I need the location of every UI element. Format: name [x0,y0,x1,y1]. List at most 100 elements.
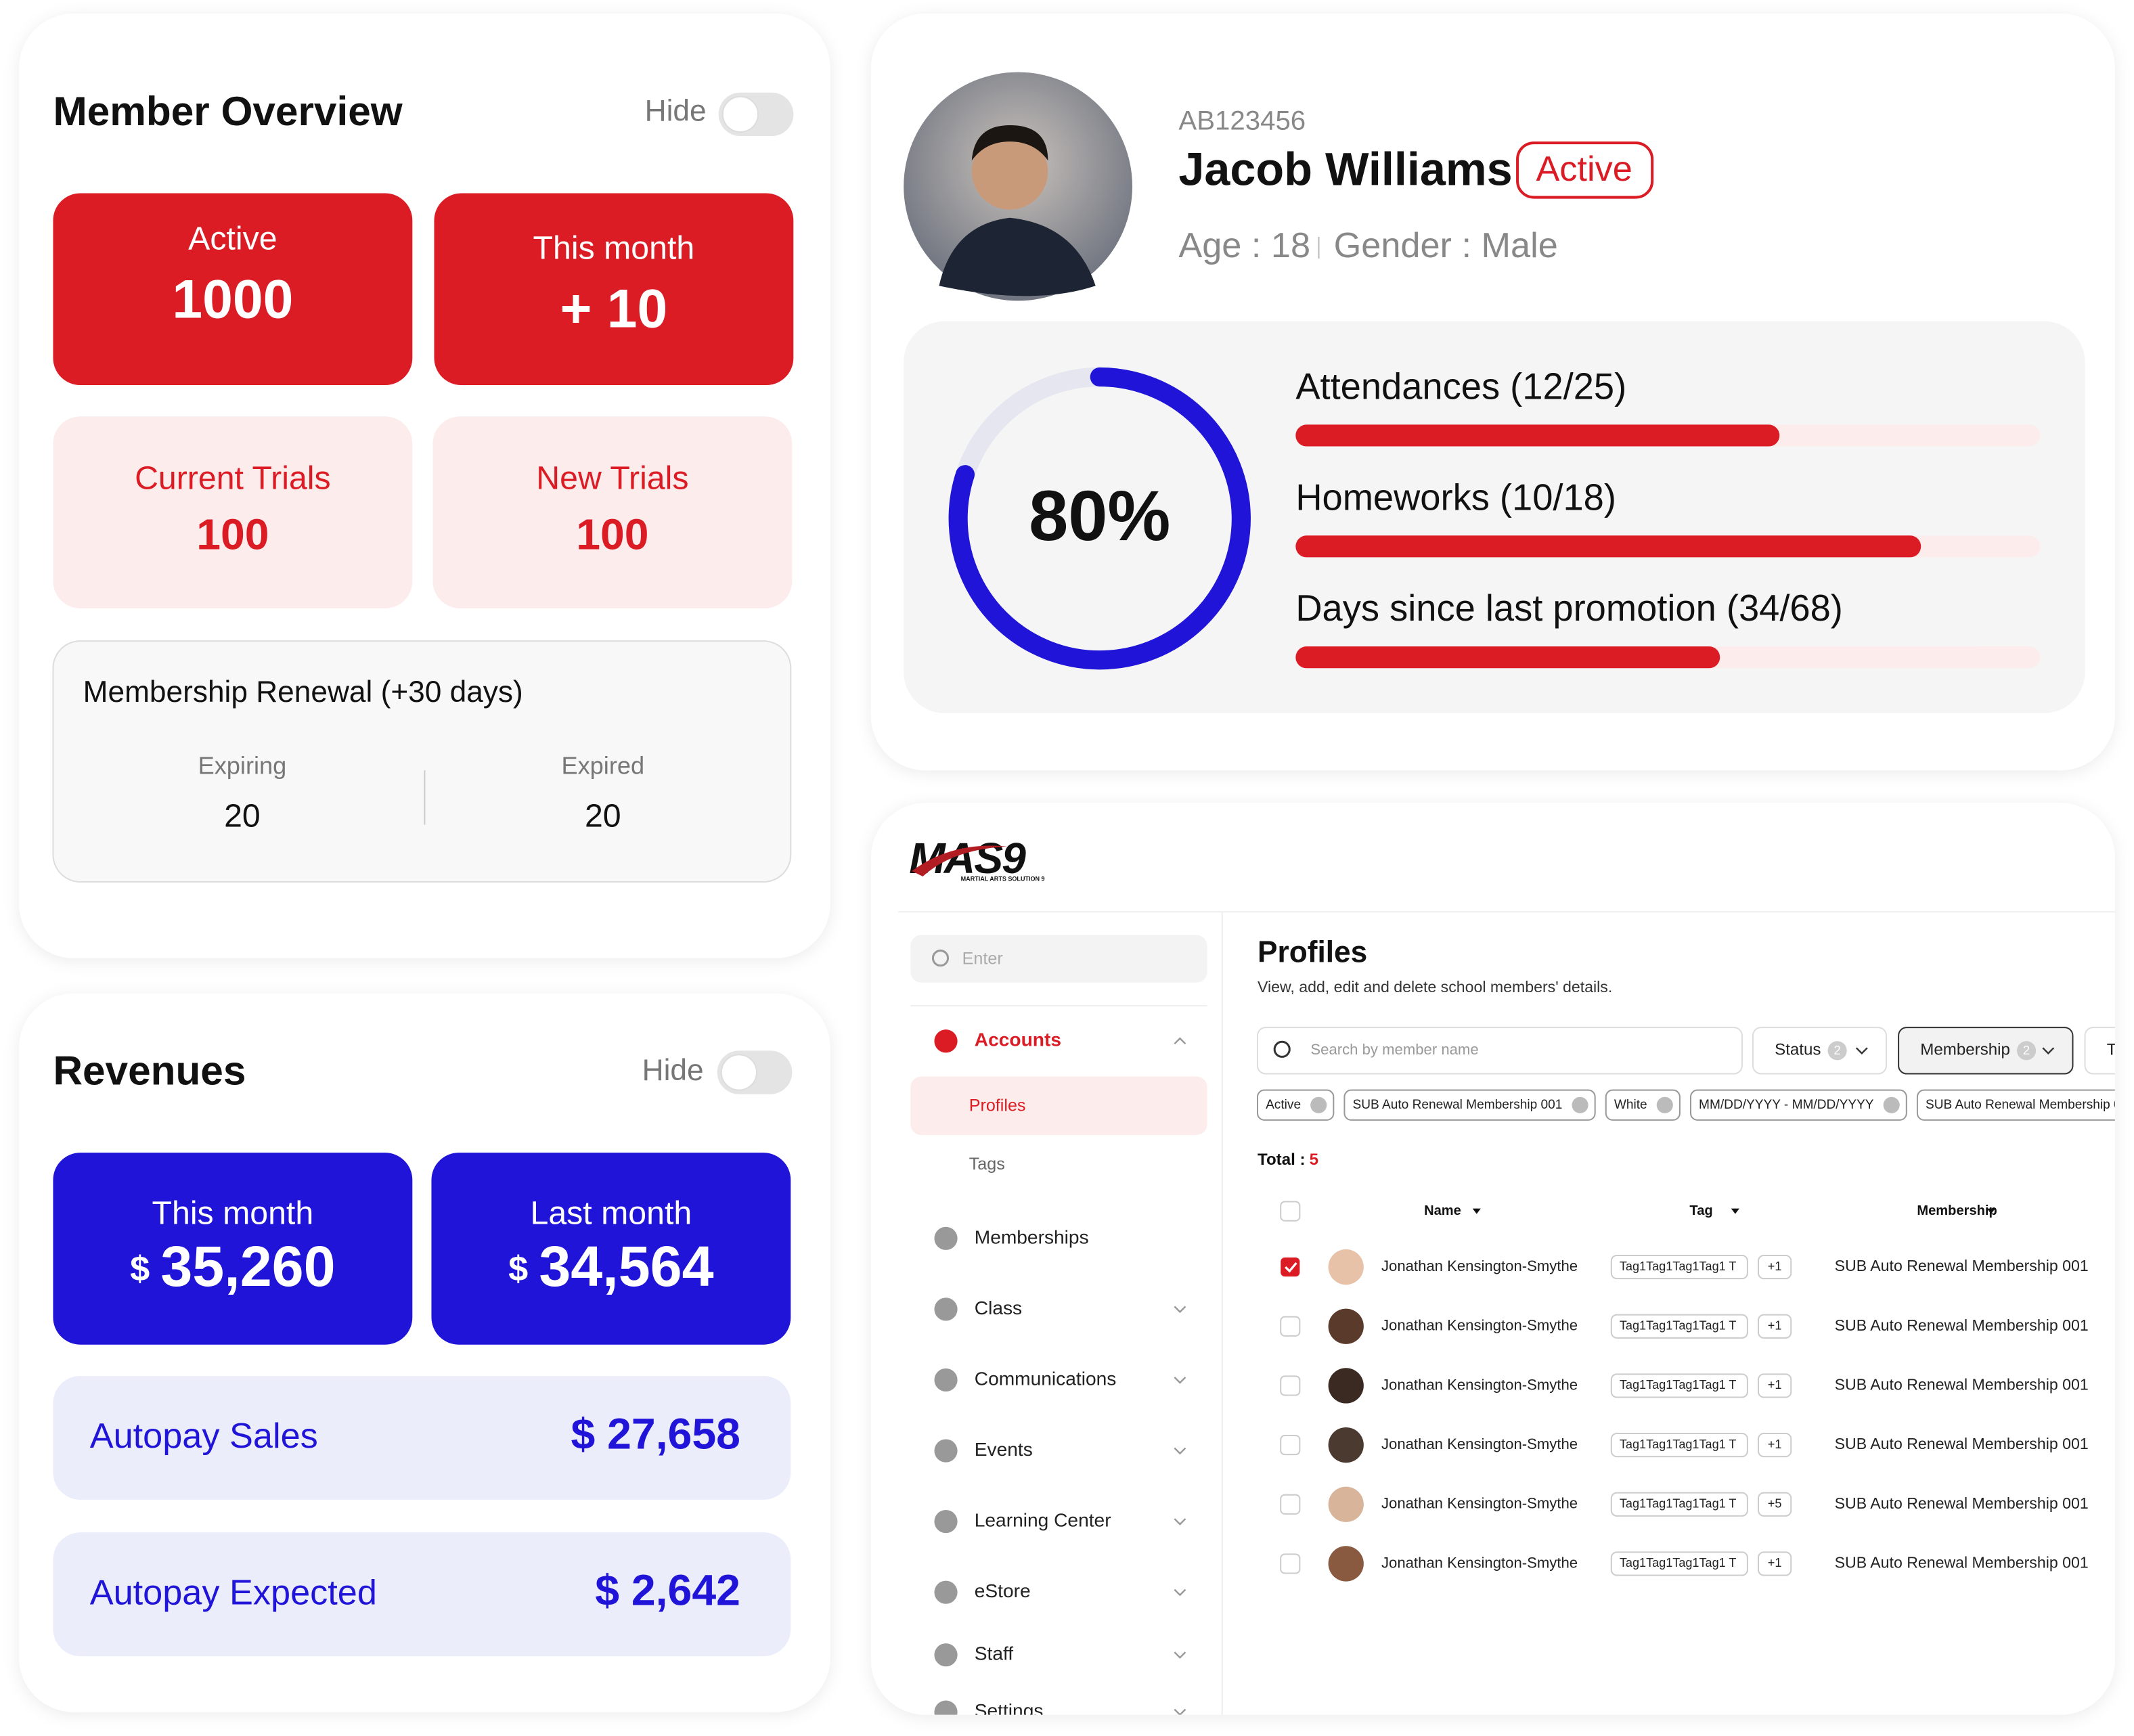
revenue-amount: $35,260 [130,1234,335,1298]
toggle[interactable] [717,1050,793,1094]
metric-label: Days since last promotion (34/68) [1295,587,1843,629]
nav-icon [934,1580,958,1604]
member-name: Jonathan Kensington-Smythe [1381,1376,1578,1393]
checkbox[interactable] [1280,1553,1301,1574]
tag-extra-box [1757,1254,1792,1280]
tag-extra: +1 [1768,1378,1782,1392]
revenue-amount: $34,564 [508,1234,713,1298]
checkbox[interactable] [1280,1494,1301,1515]
filter-chip[interactable]: MM/DD/YYYY - MM/DD/YYYY [1689,1089,1907,1121]
filter-chip[interactable]: SUB Auto Renewal Membership 00 [1916,1089,2134,1121]
autopay-row [53,1375,791,1500]
member-name: Jonathan Kensington-Smythe [1381,1435,1578,1452]
checkbox[interactable] [1280,1201,1301,1222]
tag-extra: +1 [1768,1556,1782,1570]
tag-label: Tag1Tag1Tag1Tag1 T [1620,1438,1737,1451]
tag-extra: +5 [1768,1497,1782,1511]
nav-item[interactable]: Class [975,1297,1022,1318]
tag-label: Tag1Tag1Tag1Tag1 T [1620,1556,1737,1570]
member-overview-card: Member Overview Hide Active 1000 This month +… [19,14,830,958]
total-value: 5 [1310,1151,1318,1170]
nav-item[interactable]: Settings [975,1700,1044,1721]
status-badge [1516,141,1654,199]
filter-button[interactable] [2084,1027,2134,1075]
member-search[interactable] [1257,1027,1743,1075]
nav-subitem[interactable]: Profiles [969,1096,1026,1115]
nav-item[interactable]: Communications [975,1368,1117,1389]
chevron [1174,1708,1186,1715]
nav-icon [934,1226,958,1250]
currency: $ [130,1249,150,1289]
logo: MAS9 [909,834,1026,883]
autopay-value: $ 2,642 [595,1566,740,1615]
sidebar-search[interactable] [910,935,1207,983]
profile-card: AB123456 Jacob Williams Active Age : 18 Gend… [870,14,2115,771]
chip-bg [1605,1089,1681,1121]
nav-icon [934,1700,958,1715]
stat-label: New Trials [536,460,688,497]
tag-extra-box [1757,1373,1792,1398]
checkbox[interactable] [1281,1257,1300,1277]
tag-extra-box [1757,1551,1792,1576]
stat-value: 100 [196,510,269,558]
chip-bg [1916,1089,2115,1121]
filter-label: Status [1775,1041,1821,1059]
tag-extra-box [1757,1492,1792,1517]
tag-label: Tag1Tag1Tag1Tag1 T [1620,1378,1737,1392]
renewal-title: Membership Renewal (+30 days) [83,675,523,709]
checkbox[interactable] [1280,1316,1301,1337]
nav-item[interactable]: Learning Center [975,1510,1111,1531]
nav-item[interactable]: Events [975,1439,1033,1460]
filter-button[interactable] [1898,1027,2074,1075]
logo-swoosh [912,845,1008,876]
nav-item[interactable]: Staff [975,1643,1014,1664]
avatar [1328,1368,1364,1404]
member-name: Jonathan Kensington-Smythe [1381,1317,1578,1334]
membership: SUB Auto Renewal Membership 001 [1835,1376,2089,1394]
autopay-row [53,1532,791,1657]
filter-button[interactable] [1752,1027,1888,1075]
chip-label: SUB Auto Renewal Membership 00 [1926,1098,2128,1112]
donut-label: 80% [1029,476,1170,556]
nav-item[interactable]: Accounts [975,1029,1061,1050]
chip-label: MM/DD/YYYY - MM/DD/YYYY [1699,1098,1874,1112]
card-title: Revenues [53,1047,246,1093]
nav-subitem[interactable]: Tags [969,1155,1005,1174]
hide-label: Hide [642,1054,704,1087]
page-title: Profiles [1258,935,1367,969]
nav-icon [934,1643,958,1667]
filter-chip[interactable]: White [1605,1089,1681,1121]
stat-value: 1000 [172,269,293,330]
chip-label: White [1614,1098,1647,1112]
photo-face [971,133,1048,210]
column-header: Membership [1917,1203,1997,1218]
autopay-label: Autopay Expected [90,1573,377,1612]
member-id: AB123456 [1178,106,1306,136]
renewal-value: 20 [224,797,261,834]
stat-card [432,416,793,608]
photo-body [939,217,1096,296]
filter-chip[interactable]: Active [1257,1089,1335,1121]
filter-chip[interactable]: SUB Auto Renewal Membership 001 [1343,1089,1596,1121]
nav-item[interactable]: eStore [975,1580,1031,1601]
tag-extra-box [1757,1314,1792,1339]
progress-bar [1295,535,1921,558]
chip-label: Active [1266,1098,1301,1112]
toggle-knob [721,95,759,133]
nav-item[interactable]: Memberships [975,1226,1089,1247]
chevron [1174,1037,1186,1045]
toggle[interactable] [718,92,794,137]
checkbox[interactable] [1280,1375,1301,1396]
tag-extra: +1 [1768,1438,1782,1451]
checkbox[interactable] [1280,1435,1301,1456]
renewal-label: Expiring [198,752,287,780]
chevron [1174,1377,1186,1384]
nav-icon [934,1368,958,1392]
stat-label: Current Trials [135,460,331,497]
revenue-card [431,1153,791,1345]
autopay-value: $ 27,658 [571,1409,740,1458]
sort-icon [1986,1208,1995,1214]
